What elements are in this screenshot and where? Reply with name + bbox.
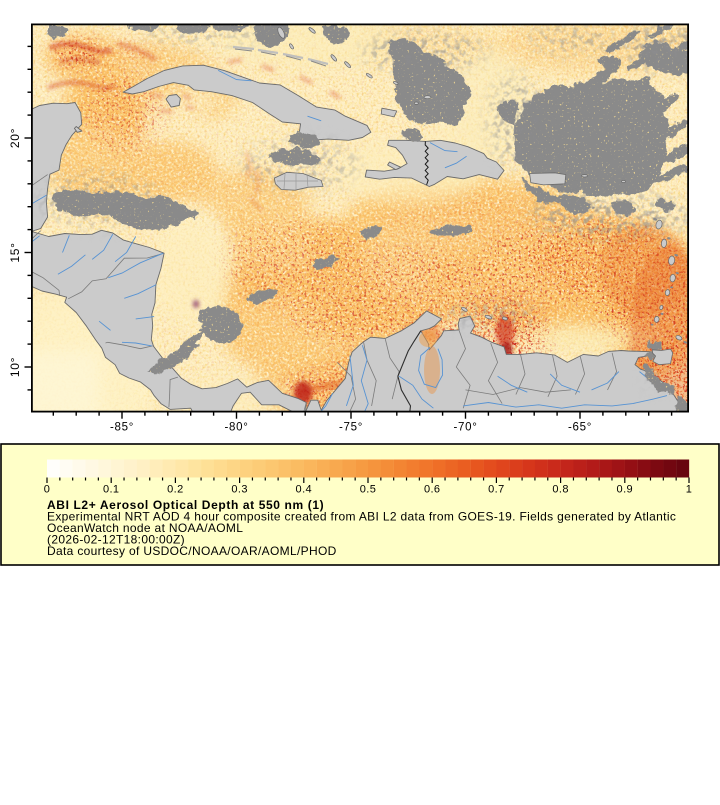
svg-text:-75°: -75°: [339, 422, 363, 434]
svg-text:-80°: -80°: [224, 422, 248, 434]
svg-text:OceanWatch node at NOAA/AOML: OceanWatch node at NOAA/AOML: [47, 521, 243, 535]
svg-text:ABI L2+ Aerosol Optical Depth: ABI L2+ Aerosol Optical Depth at 550 nm …: [47, 498, 324, 512]
svg-text:0.5: 0.5: [360, 484, 377, 496]
svg-text:-85°: -85°: [110, 422, 134, 434]
svg-text:1: 1: [686, 484, 693, 496]
svg-text:0.1: 0.1: [103, 484, 120, 496]
svg-text:Experimental NRT AOD 4 hour co: Experimental NRT AOD 4 hour composite cr…: [47, 510, 676, 524]
svg-text:0.9: 0.9: [617, 484, 634, 496]
svg-text:Data courtesy of USDOC/NOAA/OA: Data courtesy of USDOC/NOAA/OAR/AOML/PHO…: [47, 544, 337, 558]
svg-text:-65°: -65°: [568, 422, 592, 434]
svg-text:-70°: -70°: [453, 422, 477, 434]
svg-text:0: 0: [44, 484, 51, 496]
svg-text:0.6: 0.6: [424, 484, 441, 496]
svg-text:0.2: 0.2: [167, 484, 184, 496]
svg-text:0.8: 0.8: [552, 484, 569, 496]
svg-text:0.4: 0.4: [296, 484, 313, 496]
svg-text:10°: 10°: [8, 357, 22, 377]
svg-text:(2026-02-12T18:00:00Z): (2026-02-12T18:00:00Z): [47, 533, 185, 547]
svg-text:15°: 15°: [8, 242, 22, 262]
svg-text:20°: 20°: [8, 128, 22, 148]
svg-text:0.7: 0.7: [488, 484, 505, 496]
svg-text:0.3: 0.3: [231, 484, 248, 496]
